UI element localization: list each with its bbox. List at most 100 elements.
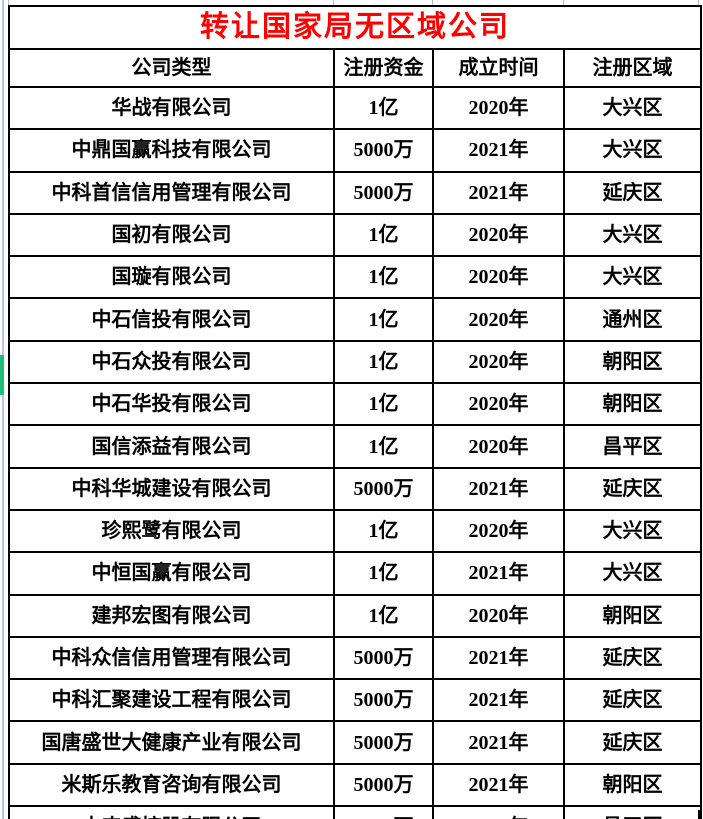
table-row: 国璇有限公司 1亿 2020年 大兴区 [8,255,703,300]
establish-year-cell[interactable]: 2020年 [432,508,565,554]
establish-year-cell[interactable]: 2020年 [432,297,565,342]
top-gridline-stub [563,0,564,5]
registered-capital-cell[interactable]: 1亿 [333,255,434,300]
establish-year-cell[interactable]: 2020年 [432,805,565,819]
district-cell[interactable]: 大兴区 [562,212,703,258]
bottom-border-stub [698,810,700,819]
table-row: 珍熙鹭有限公司 1亿 2020年 大兴区 [8,508,703,554]
company-name-cell[interactable]: 中农盛控股有限公司 [8,805,335,819]
registered-capital-cell[interactable]: 1亿 [333,85,434,131]
registered-capital-cell[interactable]: 1亿 [333,508,434,554]
establish-year-cell[interactable]: 2020年 [432,339,565,385]
establish-year-cell[interactable]: 2021年 [432,551,565,596]
registered-capital-cell[interactable]: 5000万 [333,635,434,681]
registered-capital-cell[interactable]: 1亿 [333,339,434,385]
establish-year-cell[interactable]: 2020年 [432,424,565,469]
table-row: 中鼎国赢科技有限公司 5000万 2021年 大兴区 [8,128,703,173]
district-cell[interactable]: 延庆区 [562,170,703,215]
establish-year-cell[interactable]: 2020年 [432,255,565,300]
district-cell[interactable]: 延庆区 [562,466,703,511]
district-cell[interactable]: 通州区 [562,297,703,342]
top-gridline-stub [432,0,433,5]
establish-year-cell[interactable]: 2020年 [432,593,565,638]
table-row: 华战有限公司 1亿 2020年 大兴区 [8,85,703,131]
establish-year-cell[interactable]: 2020年 [432,382,565,427]
company-name-cell[interactable]: 中科汇聚建设工程有限公司 [8,678,335,723]
establish-year-cell[interactable]: 2021年 [432,762,565,808]
establish-year-cell[interactable]: 2021年 [432,128,565,173]
district-cell[interactable]: 昌平区 [562,424,703,469]
registered-capital-cell[interactable]: 5000万 [333,720,434,765]
header-row: 公司类型 注册资金 成立时间 注册区域 [8,48,703,88]
company-name-cell[interactable]: 中科华城建设有限公司 [8,466,335,511]
header-establish-date[interactable]: 成立时间 [432,48,565,88]
establish-year-cell[interactable]: 2021年 [432,170,565,215]
establish-year-cell[interactable]: 2021年 [432,720,565,765]
registered-capital-cell[interactable]: 1亿 [333,382,434,427]
district-cell[interactable]: 延庆区 [562,720,703,765]
table-row: 国唐盛世大健康产业有限公司 5000万 2021年 延庆区 [8,720,703,765]
district-cell[interactable]: 延庆区 [562,635,703,681]
table-row: 国信添益有限公司 1亿 2020年 昌平区 [8,424,703,469]
district-cell[interactable]: 朝阳区 [562,593,703,638]
registered-capital-cell[interactable]: 5000万 [333,128,434,173]
bottom-border-stub [563,810,565,819]
district-cell[interactable]: 朝阳区 [562,339,703,385]
company-name-cell[interactable]: 中科众信信用管理有限公司 [8,635,335,681]
table-row: 中恒国赢有限公司 1亿 2021年 大兴区 [8,551,703,596]
company-transfer-table: 转让国家局无区域公司 公司类型 注册资金 成立时间 注册区域 华战有限公司 1亿… [7,5,703,819]
district-cell[interactable]: 大兴区 [562,255,703,300]
company-name-cell[interactable]: 国璇有限公司 [8,255,335,300]
company-name-cell[interactable]: 华战有限公司 [8,85,335,131]
company-name-cell[interactable]: 中石众投有限公司 [8,339,335,385]
table-title-cell[interactable]: 转让国家局无区域公司 [7,5,703,50]
establish-year-cell[interactable]: 2020年 [432,85,565,131]
column-a-gridline [2,0,4,819]
registered-capital-cell[interactable]: 5000万 [333,762,434,808]
table-row: 中石信投有限公司 1亿 2020年 通州区 [8,297,703,342]
registered-capital-cell[interactable]: 1亿 [333,424,434,469]
company-name-cell[interactable]: 中石信投有限公司 [8,297,335,342]
company-name-cell[interactable]: 米斯乐教育咨询有限公司 [8,762,335,808]
company-name-cell[interactable]: 中石华投有限公司 [8,382,335,427]
table-row: 中科众信信用管理有限公司 5000万 2021年 延庆区 [8,635,703,681]
registered-capital-cell[interactable]: 5000万 [333,678,434,723]
company-name-cell[interactable]: 建邦宏图有限公司 [8,593,335,638]
company-name-cell[interactable]: 国信添益有限公司 [8,424,335,469]
district-cell[interactable]: 延庆区 [562,678,703,723]
top-gridline-stub [698,0,699,5]
table-row: 中石华投有限公司 1亿 2020年 朝阳区 [8,382,703,427]
table-row: 中科汇聚建设工程有限公司 5000万 2021年 延庆区 [8,678,703,723]
district-cell[interactable]: 朝阳区 [562,382,703,427]
district-cell[interactable]: 大兴区 [562,551,703,596]
establish-year-cell[interactable]: 2020年 [432,212,565,258]
company-name-cell[interactable]: 珍熙鹭有限公司 [8,508,335,554]
district-cell[interactable]: 大兴区 [562,508,703,554]
registered-capital-cell[interactable]: 1亿 [333,212,434,258]
registered-capital-cell[interactable]: 1亿 [333,297,434,342]
bottom-border-stub [333,810,335,819]
header-registered-capital[interactable]: 注册资金 [333,48,434,88]
district-cell[interactable]: 大兴区 [562,128,703,173]
company-name-cell[interactable]: 国初有限公司 [8,212,335,258]
company-name-cell[interactable]: 中鼎国赢科技有限公司 [8,128,335,173]
registered-capital-cell[interactable]: 1亿 [333,551,434,596]
registered-capital-cell[interactable]: 5000万 [333,170,434,215]
header-company-type[interactable]: 公司类型 [8,48,335,88]
registered-capital-cell[interactable]: 5000万 [333,466,434,511]
header-register-district[interactable]: 注册区域 [562,48,703,88]
company-name-cell[interactable]: 中科首信信用管理有限公司 [8,170,335,215]
company-name-cell[interactable]: 国唐盛世大健康产业有限公司 [8,720,335,765]
table-title: 转让国家局无区域公司 [200,10,511,43]
district-cell[interactable]: 朝阳区 [562,762,703,808]
company-name-cell[interactable]: 中恒国赢有限公司 [8,551,335,596]
establish-year-cell[interactable]: 2021年 [432,466,565,511]
registered-capital-cell[interactable]: 5000万 [333,805,434,819]
district-cell[interactable]: 昌平区 [562,805,703,819]
top-gridline-stub [333,0,334,5]
establish-year-cell[interactable]: 2021年 [432,635,565,681]
establish-year-cell[interactable]: 2021年 [432,678,565,723]
registered-capital-cell[interactable]: 1亿 [333,593,434,638]
district-cell[interactable]: 大兴区 [562,85,703,131]
